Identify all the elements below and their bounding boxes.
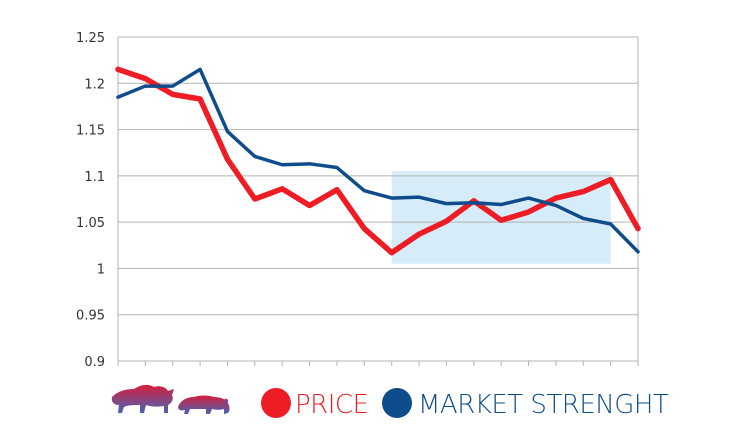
legend: PRICE MARKET STRENGHT [112,385,669,420]
y-tick-label: 1.25 [76,31,105,46]
y-tick-label: 1.1 [84,170,105,185]
y-tick-label: 1 [97,262,105,277]
y-tick-label: 1.2 [84,77,105,92]
legend-market-label: MARKET STRENGHT [418,390,669,420]
red-circle-icon [261,388,291,418]
bull-and-bear-logo-icon [112,385,230,414]
y-tick-label: 1.05 [76,216,105,231]
y-tick-labels: 0.9 0.95 1 1.05 1.1 1.15 1.2 1.25 [76,31,105,370]
y-tick-label: 0.95 [76,309,105,324]
y-tick-label: 0.9 [84,355,105,370]
legend-price-label: PRICE [295,390,369,420]
blue-circle-icon [382,388,412,418]
y-tick-label: 1.15 [76,124,105,139]
